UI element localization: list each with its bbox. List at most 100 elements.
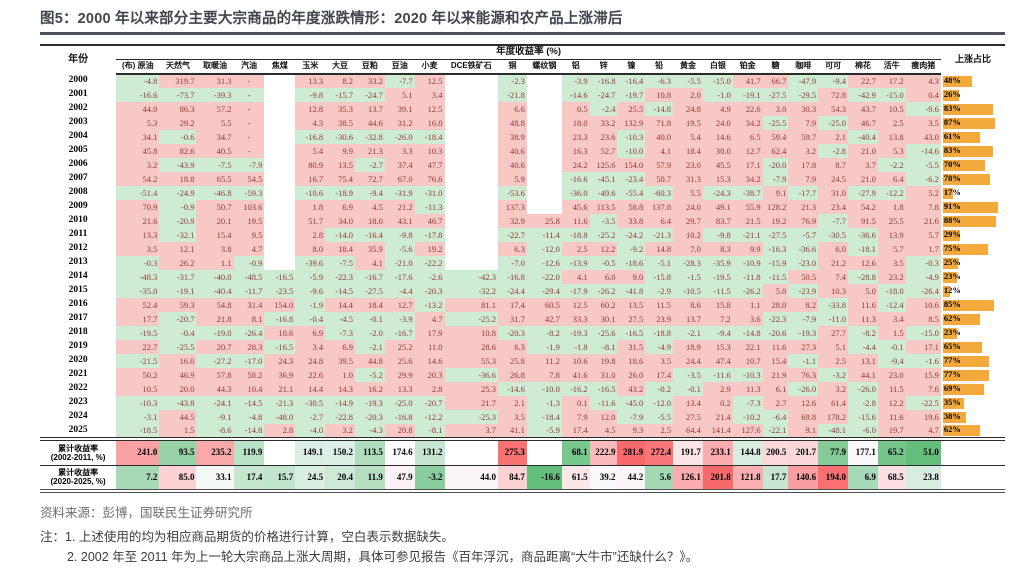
value-cell: [444, 172, 499, 186]
summary-value-cell: 281.9: [617, 437, 646, 465]
value-cell: 2.1: [498, 396, 527, 410]
value-cell: -15.0: [702, 74, 733, 88]
value-cell: [264, 102, 296, 116]
value-cell: [264, 172, 296, 186]
year-row-2007: 2007 54.2 18.8 65.5 54.5 16.7 75.4 72.7 67.0 76.6…: [40, 172, 1005, 186]
year-row-2003: 2003 5.3 29.2 5.5- 4.3 38.5 44.6 31.2 16.0 48.8 18…: [40, 116, 1005, 130]
value-cell: -14.9: [325, 396, 355, 410]
value-cell: 21.0: [848, 172, 878, 186]
value-cell: 55.9: [732, 200, 763, 214]
value-cell: 29.7: [673, 214, 703, 228]
value-cell: 7.4: [818, 270, 849, 284]
value-cell: -2.8: [848, 396, 878, 410]
value-cell: 25.3: [444, 382, 499, 396]
value-cell: [526, 186, 562, 200]
value-cell: -11.5: [702, 284, 733, 298]
value-cell: 37.4: [384, 158, 415, 172]
value-cell: 59.7: [788, 130, 819, 144]
rise-share-value: 17%: [943, 186, 961, 197]
value-cell: -32.1: [159, 228, 197, 242]
value-cell: 15.9: [905, 368, 941, 382]
value-cell: 13.3: [384, 382, 415, 396]
value-cell: [264, 144, 296, 158]
summary-value-cell: -16.6: [526, 464, 562, 491]
value-cell: 3.0: [762, 102, 789, 116]
value-cell: -36.6: [444, 368, 499, 382]
value-cell: 1.5: [877, 326, 906, 340]
value-cell: 22.1: [732, 340, 763, 354]
value-cell: 12.5: [414, 102, 445, 116]
value-cell: 10.5: [116, 382, 160, 396]
value-cell: 137.3: [498, 200, 527, 214]
value-cell: 54.5: [233, 172, 265, 186]
value-cell: 6.4: [645, 214, 674, 228]
summary-value-cell: -3.2: [414, 464, 445, 491]
value-cell: 0.2: [702, 396, 733, 410]
value-cell: 13.3: [116, 228, 160, 242]
value-cell: 17.4: [645, 368, 674, 382]
value-cell: 4.1: [561, 270, 590, 284]
value-cell: -38.7: [732, 186, 763, 200]
summary-value-cell: 44.2: [617, 464, 646, 491]
value-cell: [264, 214, 296, 228]
value-cell: -9.4: [354, 186, 385, 200]
value-cell: -12.2: [877, 186, 906, 200]
value-cell: -10.3: [116, 396, 160, 410]
year-row-2018: 2018 -19.5 -0.4 -19.0 -26.4 10.6 6.9 -7.3 -2.0 -1…: [40, 326, 1005, 340]
value-cell: 76.6: [414, 172, 445, 186]
data-bar: [942, 369, 990, 381]
value-cell: -47.9: [788, 74, 819, 88]
value-cell: 20.3: [414, 368, 445, 382]
value-cell: 19.6: [905, 410, 941, 424]
value-cell: 8.2: [325, 74, 355, 88]
value-cell: 5.5: [673, 186, 703, 200]
value-cell: 39.1: [384, 102, 415, 116]
value-cell: -21.8: [498, 88, 527, 102]
value-cell: -11.5: [762, 270, 789, 284]
data-bar: [942, 145, 993, 157]
summary-value-cell: 17.7: [762, 464, 789, 491]
value-cell: [444, 88, 499, 102]
column-header: 取暖油: [196, 59, 234, 75]
rise-share-cell: 83%: [941, 102, 1005, 116]
value-cell: -10.6: [295, 186, 326, 200]
value-cell: 3.5: [116, 242, 160, 256]
summary-value-cell: 5.6: [645, 464, 674, 491]
value-cell: -22.5: [905, 396, 941, 410]
value-cell: -22.1: [762, 424, 789, 439]
value-cell: 2.5: [877, 116, 906, 130]
value-cell: -39.3: [196, 88, 234, 102]
rise-share-cell: 17%: [941, 186, 1005, 200]
value-cell: -5.6: [384, 242, 415, 256]
value-cell: 35.9: [354, 242, 385, 256]
value-cell: -19.5: [702, 270, 733, 284]
value-cell: [264, 74, 296, 88]
value-cell: -8.1: [589, 340, 618, 354]
value-cell: 31.3: [196, 74, 234, 88]
value-cell: 17.1: [732, 158, 763, 172]
year-row-2013: 2013 -0.3 26.2 1.1 -0.9 -39.6 -7.5 4.1 -21.0 -22.…: [40, 256, 1005, 270]
value-cell: -26.0: [848, 382, 878, 396]
value-cell: 11.0: [414, 340, 445, 354]
value-cell: 29.9: [384, 368, 415, 382]
value-cell: 34.2: [732, 116, 763, 130]
value-cell: -28.3: [673, 256, 703, 270]
value-cell: 13.1: [848, 354, 878, 368]
value-cell: -53.6: [498, 186, 527, 200]
value-cell: -1.6: [905, 354, 941, 368]
value-cell: 1.7: [905, 242, 941, 256]
value-cell: 11.6: [877, 410, 906, 424]
value-cell: 55.3: [444, 354, 499, 368]
year-cell: 2024: [68, 411, 88, 422]
value-cell: 11.5: [877, 382, 906, 396]
value-cell: 12.1: [159, 242, 197, 256]
value-cell: 33.3: [561, 312, 590, 326]
year-cell: 2005: [68, 145, 88, 156]
value-cell: 5.7: [877, 242, 906, 256]
year-row-2010: 2010 21.6 -20.9 20.1 19.5 51.7 34.0 18.0 43.1 46.…: [40, 214, 1005, 228]
year-cell: 2020: [68, 355, 88, 366]
year-cell: 2002: [68, 103, 88, 114]
value-cell: -0.4: [159, 326, 197, 340]
value-cell: 64.4: [673, 424, 703, 439]
value-cell: -9.8: [295, 88, 326, 102]
